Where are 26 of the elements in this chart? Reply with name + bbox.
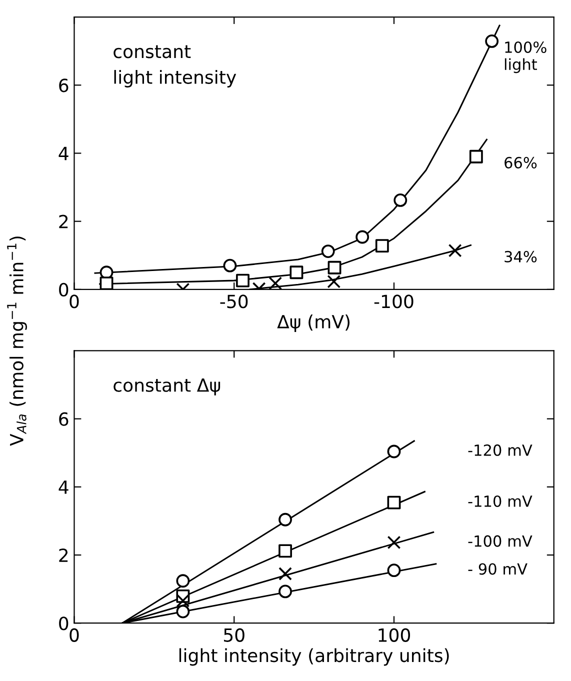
text: 34% <box>504 250 537 262</box>
series-label: 100% light <box>504 41 546 74</box>
y-tick-label: 4 <box>58 480 68 494</box>
y-tick-label: 2 <box>59 214 68 228</box>
y-tick-label: 6 <box>59 78 68 92</box>
legend-label: 66% <box>504 156 537 168</box>
text: -110 mV <box>468 495 532 508</box>
text: - 90 mV <box>468 563 528 575</box>
y-axis-title: V$_{Ala}$ (nmol mg$^{−1}$ min$^{−1}$) <box>7 236 27 446</box>
x-tick-label: 50 <box>224 628 244 642</box>
x-tick-label: 0 <box>70 628 79 642</box>
annotation: constant light intensity <box>114 45 236 88</box>
y-tick-label: 4 <box>58 146 68 160</box>
x-tick-label: -50 <box>220 294 248 308</box>
x-axis-title: light intensity (arbitrary units) <box>179 648 449 666</box>
text: -120 mV <box>468 444 532 456</box>
y-tick-label: 0 <box>59 616 68 630</box>
x-tick-label: 100 <box>378 628 410 642</box>
y-tick-label: 2 <box>59 548 68 562</box>
y-tick-label: 6 <box>59 412 68 426</box>
x-tick-label: -100 <box>374 294 414 308</box>
x-axis-title: Δψ (mV) <box>277 314 350 332</box>
x-tick-label: 0 <box>70 294 79 308</box>
text: -100 mV <box>468 535 532 547</box>
annotation: constant Δψ <box>114 378 220 396</box>
y-tick-label: 0 <box>59 282 68 297</box>
